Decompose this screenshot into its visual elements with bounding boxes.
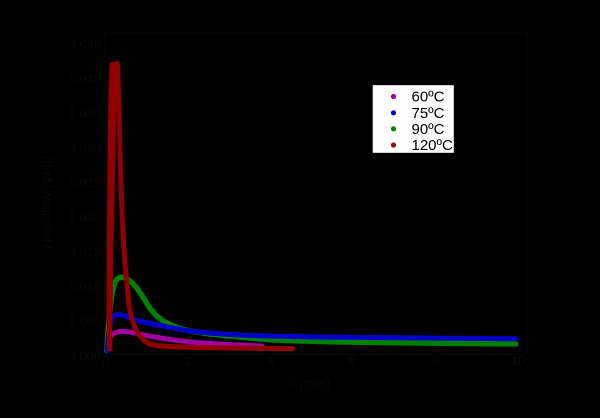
svg-text:90ºC: 90ºC (412, 121, 445, 138)
svg-text:6: 6 (349, 353, 356, 368)
svg-text:0.030: 0.030 (68, 140, 101, 155)
svg-text:120ºC: 120ºC (412, 137, 454, 154)
svg-text:0.015: 0.015 (68, 244, 101, 259)
svg-text:0.025: 0.025 (68, 175, 101, 190)
svg-text:75ºC: 75ºC (412, 105, 445, 122)
svg-text:0.020: 0.020 (68, 210, 101, 225)
svg-text:0: 0 (102, 353, 109, 368)
svg-text:Heat flow (W/g): Heat flow (W/g) (39, 155, 54, 248)
svg-text:0.005: 0.005 (68, 314, 101, 329)
svg-text:4: 4 (267, 353, 274, 368)
svg-text:0.040: 0.040 (68, 71, 101, 86)
svg-text:10: 10 (511, 353, 525, 368)
svg-text:0.035: 0.035 (68, 106, 101, 121)
svg-text:0.000: 0.000 (68, 348, 101, 363)
svg-text:60ºC: 60ºC (412, 89, 445, 106)
svg-text:0.010: 0.010 (68, 279, 101, 294)
svg-text:2: 2 (184, 353, 191, 368)
svg-text:0.045: 0.045 (68, 36, 101, 51)
svg-text:t (min): t (min) (291, 375, 331, 391)
svg-text:8: 8 (432, 353, 439, 368)
